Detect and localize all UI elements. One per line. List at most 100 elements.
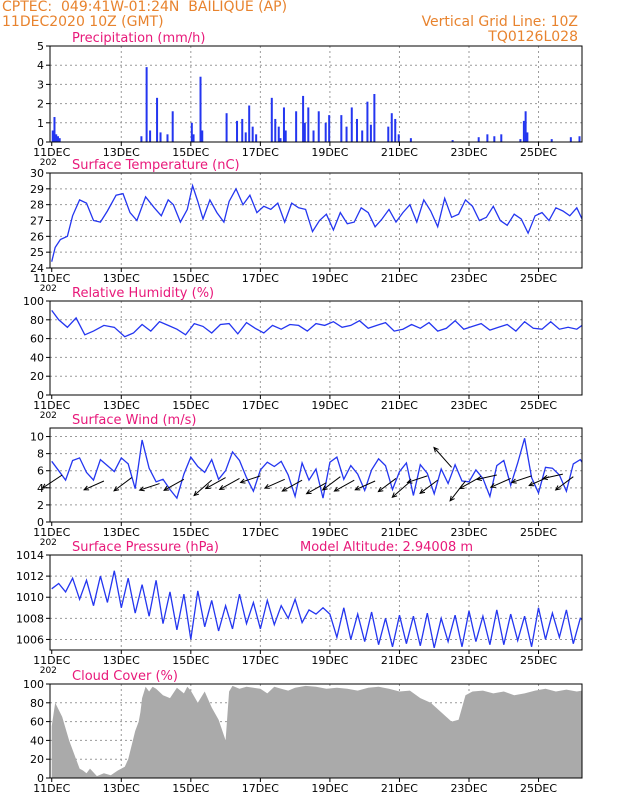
x-tick-label: 21DEC bbox=[381, 399, 418, 412]
plot-frame bbox=[49, 683, 583, 779]
precip-bar bbox=[241, 118, 244, 142]
plot-frame bbox=[49, 300, 583, 396]
wind-arrowhead bbox=[113, 486, 120, 492]
precip-bar bbox=[201, 130, 204, 142]
grid-line-note: Vertical Grid Line: 10Z bbox=[421, 14, 578, 30]
plot-frame bbox=[49, 427, 583, 523]
wind-arrowhead bbox=[305, 489, 312, 495]
precip-bar bbox=[373, 94, 376, 142]
wind-arrow bbox=[282, 479, 303, 492]
x-tick-label: 15DEC bbox=[172, 146, 209, 159]
precip-bar bbox=[361, 130, 364, 142]
cloud-cover-area bbox=[51, 685, 582, 778]
x-tick-label: 15DEC bbox=[172, 272, 209, 285]
x-tick-label: 11DEC bbox=[33, 782, 70, 795]
precip-bar bbox=[282, 107, 285, 142]
precip-bar bbox=[171, 111, 174, 142]
x-tick-label: 11DEC bbox=[33, 654, 70, 667]
wind-title: Surface Wind (m/s) bbox=[72, 413, 196, 428]
wind-arrowhead bbox=[554, 485, 561, 491]
y-tick-label: 29 bbox=[30, 183, 44, 196]
wind-arrow bbox=[42, 474, 63, 489]
year-label-clipped: 202 bbox=[40, 158, 57, 168]
y-tick-label: 30 bbox=[30, 167, 44, 180]
rh-title: Relative Humidity (%) bbox=[72, 286, 214, 301]
y-tick-label: 1012 bbox=[16, 570, 44, 583]
x-tick-label: 23DEC bbox=[450, 399, 487, 412]
x-tick-label: 19DEC bbox=[311, 272, 348, 285]
y-tick-label: 25 bbox=[30, 246, 44, 259]
y-tick-label: 6 bbox=[37, 465, 44, 478]
wind-arrow bbox=[490, 477, 511, 488]
wind-arrow bbox=[511, 475, 532, 483]
x-tick-label: 21DEC bbox=[381, 526, 418, 539]
wind-arrow bbox=[433, 447, 452, 468]
wind-arrowhead bbox=[510, 478, 517, 484]
precip-bar bbox=[307, 107, 310, 142]
precip-bar bbox=[58, 138, 61, 142]
x-tick-label: 19DEC bbox=[311, 146, 348, 159]
y-tick-label: 20 bbox=[30, 753, 44, 766]
wind-arrow bbox=[193, 479, 213, 496]
wind-arrow bbox=[476, 474, 497, 480]
x-tick-label: 25DEC bbox=[520, 654, 557, 667]
plot-frame bbox=[49, 45, 583, 143]
precip-bar bbox=[159, 132, 162, 142]
y-tick-label: 28 bbox=[30, 199, 44, 212]
x-tick-label: 11DEC bbox=[33, 526, 70, 539]
x-tick-label: 17DEC bbox=[242, 782, 279, 795]
precip-bar bbox=[550, 139, 553, 142]
precip-bar bbox=[569, 137, 572, 142]
x-tick-label: 25DEC bbox=[520, 526, 557, 539]
wind-arrow bbox=[219, 477, 240, 490]
panel-precip: 0 1 2 3 4 5 11DEC 13DEC 15DEC 17DEC 19DEC 21DEC 23DE… bbox=[33, 31, 583, 168]
x-tick-label: 15DEC bbox=[172, 399, 209, 412]
wind-arrow bbox=[355, 480, 376, 491]
precip-bar bbox=[156, 97, 159, 142]
x-tick-label: 25DEC bbox=[520, 146, 557, 159]
forecast-run-time: 11DEC2020 10Z (GMT) bbox=[2, 14, 164, 30]
precip-bar bbox=[328, 115, 331, 142]
panel-pressure: 1006 1008 1010 1012 1014 11DEC 13DEC 15DEC 17DEC… bbox=[16, 540, 583, 676]
precip-bar bbox=[140, 136, 143, 142]
precip-bar bbox=[312, 130, 315, 142]
wind-arrowhead bbox=[354, 485, 361, 491]
wind-arrowhead bbox=[163, 485, 170, 491]
wind-arrowhead bbox=[83, 485, 90, 491]
wind-arrowhead bbox=[138, 486, 145, 492]
temp-title: Surface Temperature (nC) bbox=[72, 158, 240, 173]
precip-bar bbox=[340, 115, 343, 142]
wind-arrow bbox=[407, 475, 428, 483]
y-tick-label: 20 bbox=[30, 370, 44, 383]
wind-arrowhead bbox=[458, 484, 465, 490]
x-tick-label: 19DEC bbox=[311, 654, 348, 667]
x-tick-label: 21DEC bbox=[381, 272, 418, 285]
wind-arrowhead bbox=[41, 483, 48, 489]
y-tick-label: 40 bbox=[30, 351, 44, 364]
x-tick-label: 17DEC bbox=[242, 146, 279, 159]
x-tick-label: 17DEC bbox=[242, 399, 279, 412]
precip-bar bbox=[274, 118, 277, 142]
precip-bar bbox=[390, 113, 393, 142]
precip-bar bbox=[53, 117, 56, 142]
wind-arrow bbox=[240, 475, 261, 483]
precip-bar bbox=[486, 134, 489, 142]
precip-bar bbox=[192, 134, 195, 142]
wind-arrowhead bbox=[239, 478, 246, 484]
x-tick-label: 13DEC bbox=[103, 146, 140, 159]
y-tick-label: 2 bbox=[37, 98, 44, 111]
precip-bar bbox=[255, 134, 258, 142]
rh-series-line bbox=[51, 310, 583, 338]
precip-bar bbox=[303, 122, 306, 142]
precip-bar bbox=[409, 138, 412, 142]
y-tick-label: 1 bbox=[37, 117, 44, 130]
precip-bar bbox=[51, 130, 54, 142]
precip-bar bbox=[369, 124, 372, 142]
y-tick-label: 60 bbox=[30, 333, 44, 346]
year-label-clipped: 202 bbox=[40, 411, 57, 421]
precip-bar bbox=[578, 136, 581, 142]
x-tick-label: 13DEC bbox=[103, 782, 140, 795]
x-tick-label: 11DEC bbox=[33, 146, 70, 159]
precip-bar bbox=[225, 113, 228, 142]
